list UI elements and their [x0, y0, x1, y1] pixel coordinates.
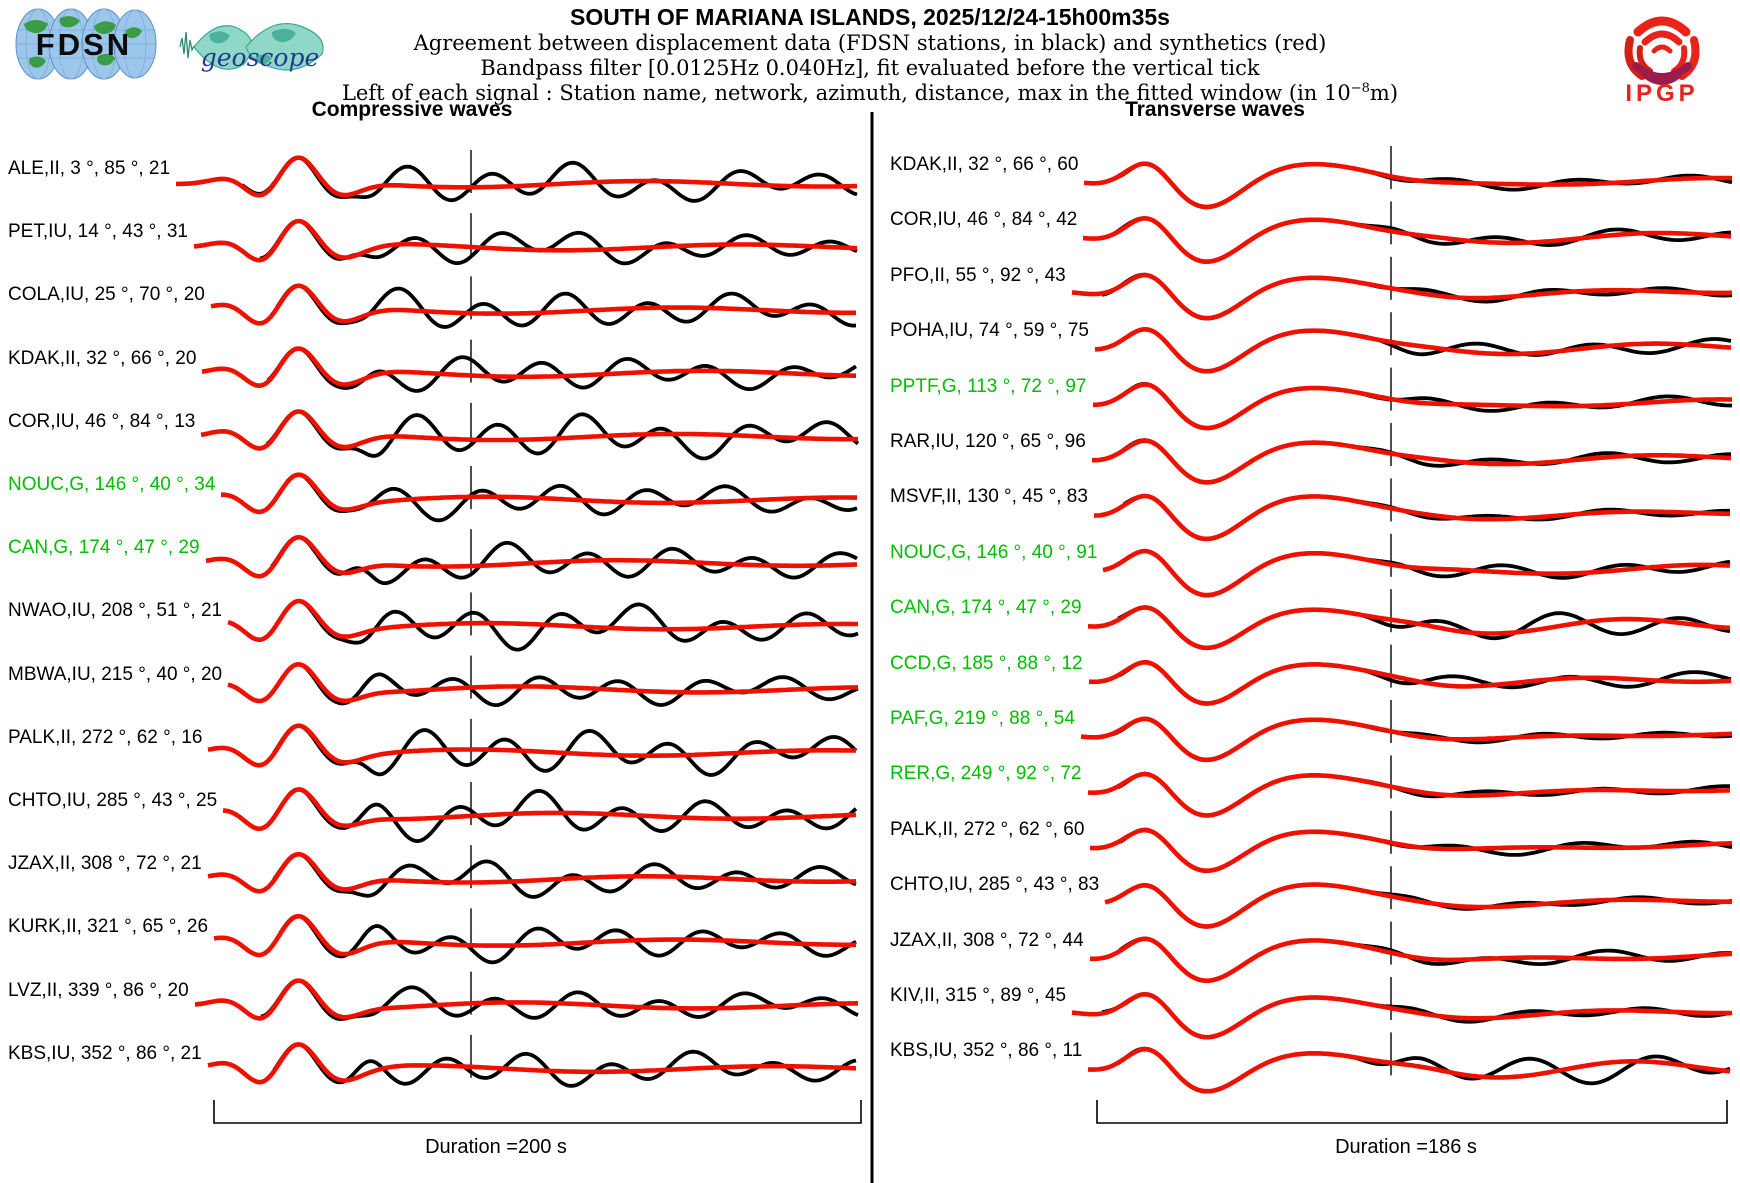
duration-bracket-left — [213, 1100, 862, 1124]
trace-synthetic-rer-s — [1087, 771, 1731, 818]
trace-data-rar-s — [1120, 438, 1732, 485]
trace-data-cor-p — [265, 409, 860, 461]
trace-data-kdak-s — [1113, 161, 1733, 210]
trace-synthetic-kurk-p — [213, 913, 856, 958]
trace-synthetic-nouc-p — [221, 472, 857, 515]
trace-data-nouc-p — [285, 472, 858, 523]
trace-data-nwao-p — [293, 599, 859, 652]
trace-data-lvz-p — [260, 978, 859, 1021]
trace-synthetic-jzax-s — [1090, 936, 1733, 983]
trace-synthetic-palk-p — [207, 723, 857, 768]
trace-synthetic-mbwa-p — [227, 662, 858, 704]
trace-data-kurk-p — [278, 914, 857, 965]
trace-synthetic-ccd-s — [1088, 660, 1732, 706]
trace-synthetic-paf-s — [1080, 716, 1733, 763]
trace-synthetic-jzax-p — [207, 851, 857, 894]
trace-synthetic-cor-p — [200, 409, 858, 451]
trace-data-kiv-s — [1101, 992, 1733, 1040]
trace-data-can-p — [270, 535, 858, 586]
trace-synthetic-pet-p — [193, 218, 858, 263]
trace-synthetic-pptf-s — [1093, 382, 1732, 431]
trace-data-cola-p — [275, 283, 857, 329]
trace-data-poha-s — [1124, 327, 1732, 374]
trace-data-cor-s — [1111, 216, 1732, 264]
trace-data-can-s — [1117, 605, 1731, 651]
trace-data-chto-p — [287, 787, 858, 843]
trace-data-kdak-p — [266, 346, 857, 393]
duration-bracket-right — [1096, 1100, 1728, 1124]
trace-synthetic-lvz-p — [194, 978, 858, 1021]
trace-synthetic-can-s — [1087, 605, 1731, 651]
trace-synthetic-cor-s — [1082, 216, 1732, 264]
trace-synthetic-kbs-p — [207, 1042, 857, 1085]
trace-data-pptf-s — [1121, 382, 1732, 431]
trace-data-palk-s — [1118, 827, 1733, 873]
trace-synthetic-pfo-s — [1071, 272, 1732, 321]
trace-synthetic-rar-s — [1092, 438, 1732, 485]
trace-synthetic-kiv-s — [1071, 992, 1733, 1040]
trace-synthetic-cola-p — [210, 283, 856, 326]
trace-synthetic-chto-s — [1104, 882, 1733, 929]
trace-synthetic-poha-s — [1094, 327, 1732, 374]
trace-data-mbwa-p — [293, 662, 859, 707]
trace-data-kbs-s — [1116, 1046, 1731, 1094]
trace-data-paf-s — [1110, 716, 1733, 763]
trace-synthetic-kdak-p — [201, 346, 856, 388]
trace-synthetic-kbs-s — [1087, 1046, 1731, 1094]
trace-synthetic-ale-p — [176, 155, 858, 198]
trace-synthetic-nouc-s — [1102, 548, 1731, 598]
trace-synthetic-nwao-p — [227, 598, 858, 642]
trace-data-jzax-p — [272, 852, 857, 899]
trace-synthetic-msvf-s — [1093, 493, 1731, 542]
trace-synthetic-chto-p — [222, 787, 857, 832]
trace-synthetic-palk-s — [1089, 827, 1733, 873]
trace-synthetic-can-p — [205, 534, 858, 579]
trace-data-msvf-s — [1122, 494, 1730, 542]
trace-data-pfo-s — [1101, 272, 1733, 321]
trace-synthetic-kdak-s — [1083, 161, 1733, 210]
